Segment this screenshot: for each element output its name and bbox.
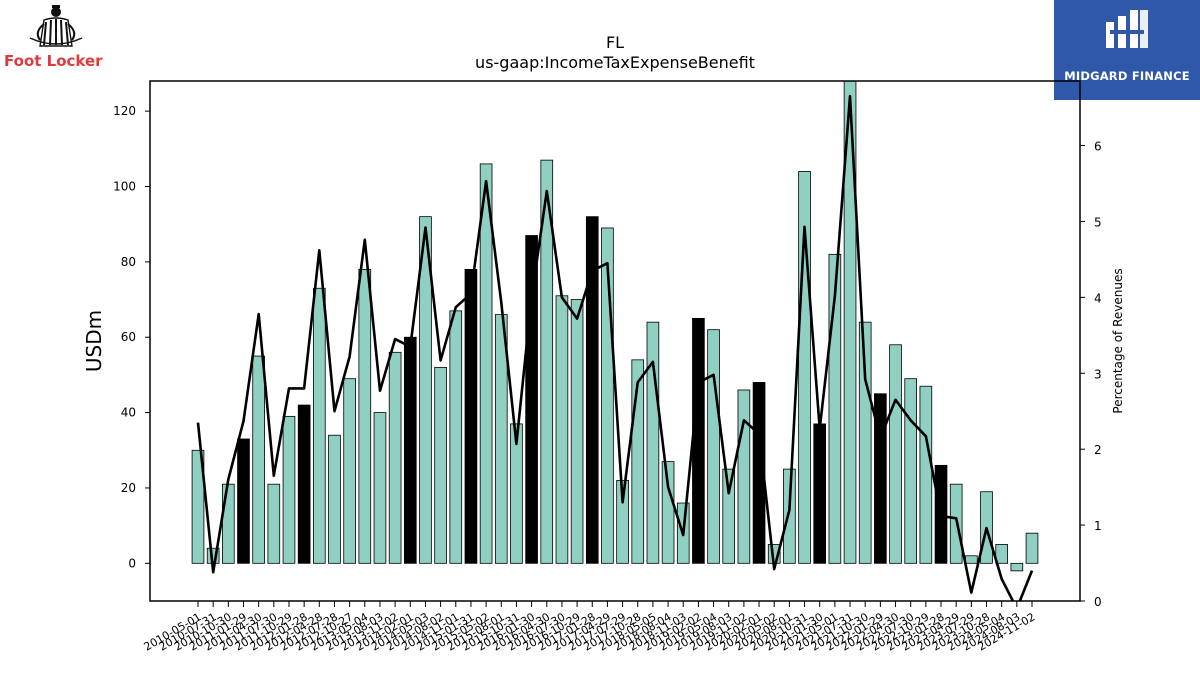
bar-2010-10-30 bbox=[222, 483, 235, 564]
y-tick-label: 120 bbox=[113, 104, 136, 118]
bar-2012-07-28 bbox=[328, 434, 341, 564]
referee-icon bbox=[29, 5, 83, 47]
bar-2021-10-30 bbox=[858, 321, 872, 564]
bar-2014-02-01 bbox=[403, 336, 417, 564]
y-tick-label: 40 bbox=[121, 406, 136, 420]
bar-2018-08-04 bbox=[661, 461, 675, 564]
y-tick-label: 0 bbox=[128, 556, 136, 570]
bar-2024-11-02 bbox=[1025, 532, 1039, 564]
bar-2017-01-28 bbox=[585, 216, 599, 564]
midgard-finance-text: MIDGARD FINANCE bbox=[1064, 69, 1190, 83]
bar-2019-08-03 bbox=[722, 468, 736, 564]
bar-2017-07-29 bbox=[616, 480, 629, 564]
plot-area: 02040608010012001234562010-05-012010-07-… bbox=[113, 80, 1102, 654]
bar-2011-04-30 bbox=[252, 355, 265, 564]
foot-locker-wordmark-text: Foot Locker bbox=[4, 52, 103, 70]
bar-2014-11-01 bbox=[449, 310, 463, 564]
bar-2013-05-04 bbox=[358, 269, 372, 564]
bar-2011-10-29 bbox=[282, 415, 296, 564]
bar-2020-10-31 bbox=[798, 171, 811, 564]
y2-axis-label: Percentage of Revenues bbox=[1111, 268, 1125, 413]
bar-2022-01-29 bbox=[874, 393, 887, 564]
y2-tick-label: 6 bbox=[1094, 140, 1102, 154]
bar-2016-01-30 bbox=[525, 235, 538, 564]
chart-title: FL bbox=[606, 33, 624, 52]
y2-tick-label: 4 bbox=[1094, 291, 1102, 305]
bar-2014-05-03 bbox=[419, 216, 432, 564]
bar-2015-01-31 bbox=[464, 269, 478, 564]
bar-2022-04-30 bbox=[889, 344, 902, 564]
bar-2021-01-30 bbox=[813, 423, 827, 564]
bar-2011-01-29 bbox=[237, 438, 250, 564]
y2-tick-label: 5 bbox=[1094, 215, 1102, 229]
y2-tick-label: 1 bbox=[1094, 519, 1102, 533]
chart-subtitle: us-gaap:IncomeTaxExpenseBenefit bbox=[475, 53, 755, 72]
foot-locker-wordmark: Foot Locker bbox=[4, 52, 103, 70]
bar-2019-05-04 bbox=[707, 329, 720, 564]
plot-frame bbox=[149, 80, 1081, 602]
bar-2023-07-29 bbox=[965, 555, 978, 564]
bar-2017-04-29 bbox=[601, 227, 614, 564]
y-tick-label: 20 bbox=[121, 481, 136, 495]
bar-2012-01-28 bbox=[297, 404, 311, 564]
bar-2016-07-30 bbox=[555, 295, 569, 564]
bar-2013-11-02 bbox=[388, 351, 402, 564]
bar-2015-05-02 bbox=[479, 163, 493, 564]
bar-2011-07-30 bbox=[267, 483, 281, 564]
bar-2012-10-27 bbox=[343, 378, 356, 564]
bar-2021-05-01 bbox=[828, 253, 842, 564]
bar-2016-04-30 bbox=[540, 159, 554, 564]
y-tick-label: 100 bbox=[113, 180, 136, 194]
bar-2010-05-01 bbox=[191, 449, 205, 564]
percentage-line bbox=[196, 94, 1034, 601]
y-tick-label: 60 bbox=[121, 330, 136, 344]
bar-2013-08-03 bbox=[373, 412, 387, 564]
bar-2016-10-29 bbox=[570, 299, 584, 564]
foot-locker-logo bbox=[0, 0, 115, 75]
bar-2019-11-02 bbox=[737, 389, 751, 564]
plot-contents bbox=[191, 81, 1039, 601]
midgard-finance-logo: MIDGARD FINANCE bbox=[1054, 0, 1200, 100]
y-axis-label: USDm bbox=[82, 310, 106, 372]
bar-2020-08-01 bbox=[783, 468, 796, 564]
bar-2024-08-03 bbox=[1010, 562, 1024, 572]
bar-2019-02-02 bbox=[692, 317, 705, 564]
y2-tick-label: 0 bbox=[1094, 595, 1102, 609]
bar-2022-10-29 bbox=[919, 385, 933, 564]
bar-2022-07-30 bbox=[904, 378, 918, 564]
bar-2024-05-04 bbox=[995, 544, 1008, 564]
y2-tick-label: 3 bbox=[1094, 367, 1102, 381]
bar-2020-02-01 bbox=[752, 382, 766, 564]
y-tick-label: 80 bbox=[121, 255, 136, 269]
bar-2021-07-31 bbox=[843, 81, 857, 564]
bar-2018-05-05 bbox=[646, 321, 660, 564]
bar-2015-10-31 bbox=[510, 423, 523, 564]
bar-2014-08-02 bbox=[434, 366, 447, 564]
bar-2012-04-28 bbox=[312, 287, 326, 564]
bar-2017-10-28 bbox=[631, 359, 645, 564]
y2-tick-label: 2 bbox=[1094, 443, 1102, 457]
midgard-emblem-icon bbox=[1106, 10, 1148, 48]
